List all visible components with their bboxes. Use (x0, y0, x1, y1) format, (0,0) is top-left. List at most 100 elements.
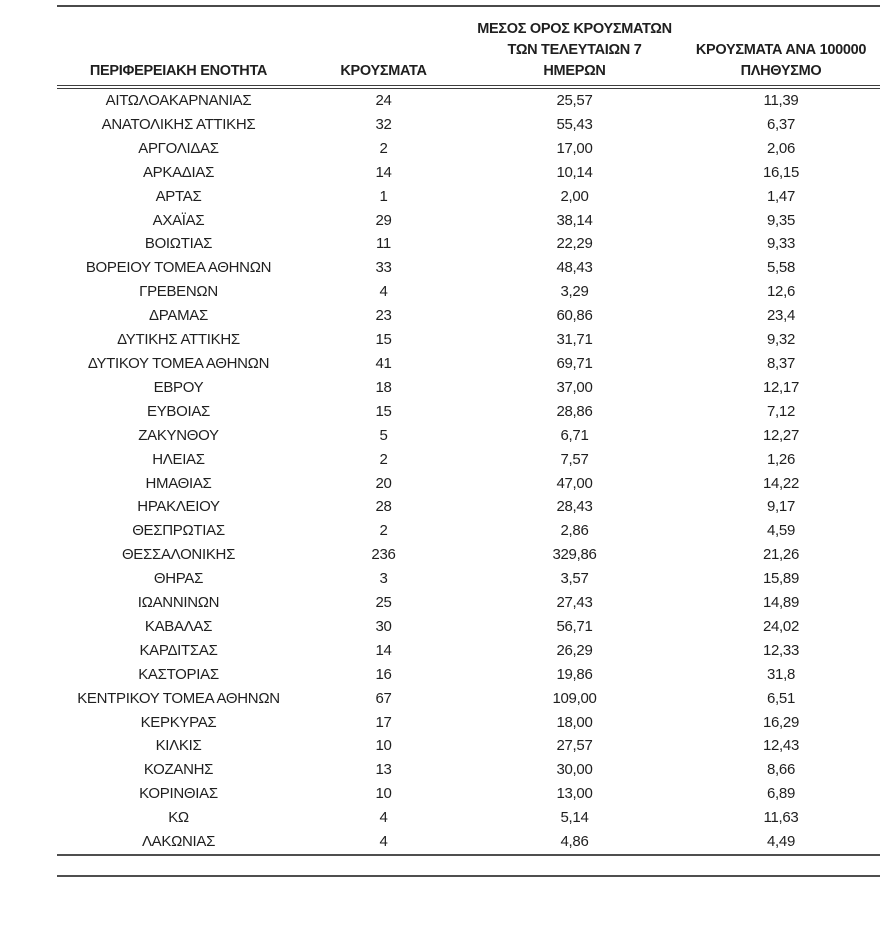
cell-per100k: 7,12 (767, 402, 795, 420)
cell-cases: 18 (375, 378, 392, 396)
cell-region: ΗΡΑΚΛΕΙΟΥ (137, 498, 220, 516)
cell-avg7days: 17,00 (556, 139, 593, 157)
cell-avg7days: 329,86 (552, 546, 597, 564)
table-row: ΑΙΤΩΛΟΑΚΑΡΝΑΝΙΑΣ 24 25,57 11,39 (57, 87, 880, 113)
cell-per100k: 6,51 (767, 689, 795, 707)
table-row: ΚΩ 4 5,14 11,63 (57, 806, 880, 830)
cell-per100k: 9,35 (767, 211, 795, 229)
cell-region: ΑΡΓΟΛΙΔΑΣ (138, 139, 219, 157)
cell-cases: 5 (379, 426, 388, 444)
table-row: ΔΥΤΙΚΟΥ ΤΟΜΕΑ ΑΘΗΝΩΝ 41 69,71 8,37 (57, 352, 880, 376)
cell-region: ΖΑΚΥΝΘΟΥ (138, 426, 219, 444)
cell-per100k: 12,27 (762, 426, 800, 444)
cell-avg7days: 48,43 (556, 259, 593, 277)
regional-cases-table: ΠΕΡΙΦΕΡΕΙΑΚΗ ΕΝΟΤΗΤΑ ΚΡΟΥΣΜΑΤΑ ΜΕΣΟΣ ΟΡΟ… (57, 7, 880, 856)
table-row: ΚΕΡΚΥΡΑΣ 17 18,00 16,29 (57, 711, 880, 735)
cell-per100k: 14,89 (762, 594, 800, 612)
cell-cases: 15 (375, 331, 392, 349)
cell-per100k: 9,32 (767, 331, 795, 349)
cell-cases: 29 (375, 211, 392, 229)
cell-avg7days: 3,57 (560, 570, 589, 588)
bottom-rule (57, 875, 880, 877)
table-row: ΗΜΑΘΙΑΣ 20 47,00 14,22 (57, 472, 880, 496)
table-row: ΕΒΡΟΥ 18 37,00 12,17 (57, 376, 880, 400)
cell-cases: 236 (371, 546, 396, 564)
cell-cases: 1 (379, 187, 388, 205)
cell-per100k: 31,8 (767, 665, 795, 683)
table-row: ΚΙΛΚΙΣ 10 27,57 12,43 (57, 734, 880, 758)
cell-per100k: 2,06 (767, 139, 795, 157)
cell-per100k: 9,17 (767, 498, 795, 516)
table-row: ΑΝΑΤΟΛΙΚΗΣ ΑΤΤΙΚΗΣ 32 55,43 6,37 (57, 113, 880, 137)
cell-cases: 41 (375, 354, 392, 372)
cell-region: ΓΡΕΒΕΝΩΝ (139, 283, 218, 301)
cell-avg7days: 28,86 (556, 402, 593, 420)
cell-cases: 20 (375, 474, 392, 492)
cell-cases: 33 (375, 259, 392, 277)
cell-region: ΔΥΤΙΚΟΥ ΤΟΜΕΑ ΑΘΗΝΩΝ (87, 354, 270, 372)
table-row: ΘΕΣΠΡΩΤΙΑΣ 2 2,86 4,59 (57, 519, 880, 543)
cell-per100k: 12,43 (762, 737, 800, 755)
cell-per100k: 16,29 (762, 713, 800, 731)
cell-region: ΚΟΡΙΝΘΙΑΣ (139, 785, 218, 803)
cell-cases: 4 (379, 283, 388, 301)
cell-per100k: 9,33 (767, 235, 795, 253)
cell-region: ΚΑΒΑΛΑΣ (144, 617, 213, 635)
cell-per100k: 12,6 (767, 283, 795, 301)
cell-per100k: 12,17 (762, 378, 800, 396)
cell-avg7days: 22,29 (556, 235, 593, 253)
cell-avg7days: 18,00 (556, 713, 593, 731)
cell-per100k: 8,37 (767, 354, 795, 372)
cell-region: ΗΛΕΙΑΣ (152, 450, 205, 468)
table-row: ΘΕΣΣΑΛΟΝΙΚΗΣ 236 329,86 21,26 (57, 543, 880, 567)
table-row: ΓΡΕΒΕΝΩΝ 4 3,29 12,6 (57, 280, 880, 304)
cell-avg7days: 56,71 (556, 617, 593, 635)
table-row: ΚΕΝΤΡΙΚΟΥ ΤΟΜΕΑ ΑΘΗΝΩΝ 67 109,00 6,51 (57, 687, 880, 711)
cell-avg7days: 109,00 (552, 689, 597, 707)
cell-avg7days: 60,86 (556, 307, 593, 325)
table-row: ΚΟΖΑΝΗΣ 13 30,00 8,66 (57, 758, 880, 782)
cell-cases: 16 (375, 665, 392, 683)
col-header-avg7days: ΜΕΣΟΣ ΟΡΟΣ ΚΡΟΥΣΜΑΤΩΝ ΤΩΝ ΤΕΛΕΥΤΑΙΩΝ 7 Η… (467, 7, 682, 89)
cell-region: ΒΟΙΩΤΙΑΣ (144, 235, 213, 253)
table-row: ΚΑΒΑΛΑΣ 30 56,71 24,02 (57, 615, 880, 639)
cell-region: ΗΜΑΘΙΑΣ (145, 474, 212, 492)
col-header-region: ΠΕΡΙΦΕΡΕΙΑΚΗ ΕΝΟΤΗΤΑ (57, 7, 300, 89)
cell-cases: 23 (375, 307, 392, 325)
cell-region: ΛΑΚΩΝΙΑΣ (57, 830, 300, 856)
cell-cases: 4 (300, 830, 467, 856)
cell-cases: 13 (375, 761, 392, 779)
cell-cases: 32 (375, 115, 392, 133)
cell-region: ΚΕΝΤΡΙΚΟΥ ΤΟΜΕΑ ΑΘΗΝΩΝ (77, 689, 280, 707)
table-row: ΔΥΤΙΚΗΣ ΑΤΤΙΚΗΣ 15 31,71 9,32 (57, 328, 880, 352)
table-row: ΒΟΙΩΤΙΑΣ 11 22,29 9,33 (57, 232, 880, 256)
cell-per100k: 4,59 (767, 522, 795, 540)
cell-region: ΚΑΣΤΟΡΙΑΣ (138, 665, 219, 683)
cell-per100k: 21,26 (762, 546, 800, 564)
cell-region: ΕΥΒΟΙΑΣ (146, 402, 211, 420)
cell-avg7days: 6,71 (560, 426, 589, 444)
cell-region: ΚΑΡΔΙΤΣΑΣ (139, 641, 218, 659)
cell-region: ΚΩ (168, 809, 189, 827)
table-header: ΠΕΡΙΦΕΡΕΙΑΚΗ ΕΝΟΤΗΤΑ ΚΡΟΥΣΜΑΤΑ ΜΕΣΟΣ ΟΡΟ… (57, 7, 880, 89)
cell-cases: 2 (379, 139, 388, 157)
cases-table-region: ΠΕΡΙΦΕΡΕΙΑΚΗ ΕΝΟΤΗΤΑ ΚΡΟΥΣΜΑΤΑ ΜΕΣΟΣ ΟΡΟ… (57, 5, 880, 877)
cell-avg7days: 27,43 (556, 594, 593, 612)
cell-region: ΙΩΑΝΝΙΝΩΝ (137, 594, 220, 612)
cell-per100k: 6,37 (767, 115, 795, 133)
cell-avg7days: 5,14 (560, 809, 589, 827)
cell-cases: 2 (379, 450, 388, 468)
cell-region: ΔΡΑΜΑΣ (149, 307, 208, 325)
cell-avg7days: 30,00 (556, 761, 593, 779)
cell-region: ΚΕΡΚΥΡΑΣ (140, 713, 217, 731)
cell-avg7days: 3,29 (560, 283, 589, 301)
cell-region: ΔΥΤΙΚΗΣ ΑΤΤΙΚΗΣ (117, 331, 240, 349)
cell-per100k: 15,89 (762, 570, 800, 588)
cell-avg7days: 31,71 (556, 331, 593, 349)
cell-region: ΕΒΡΟΥ (153, 378, 204, 396)
cell-cases: 10 (375, 737, 392, 755)
cell-cases: 14 (375, 641, 392, 659)
cell-per100k: 4,49 (682, 830, 880, 856)
cell-avg7days: 28,43 (556, 498, 593, 516)
